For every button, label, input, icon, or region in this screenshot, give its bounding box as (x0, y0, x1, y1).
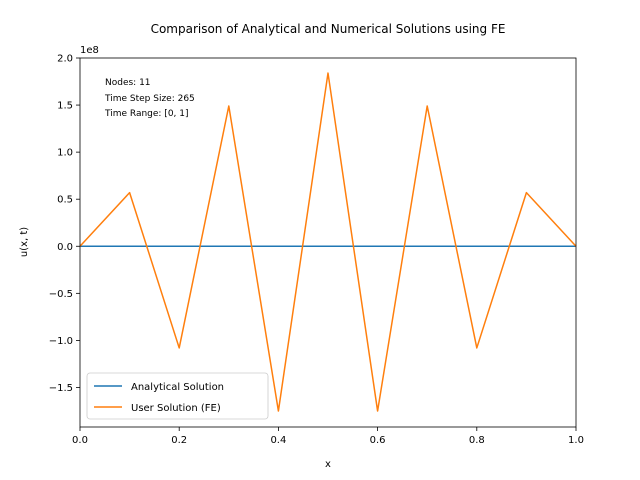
annotation-time-step: Time Step Size: 265 (104, 94, 195, 104)
x-tick-label: 0.6 (370, 435, 386, 446)
legend-label-user-fe: User Solution (FE) (131, 403, 221, 414)
y-tick-label: 0.5 (57, 195, 73, 206)
x-axis-label: x (325, 459, 331, 470)
x-axis-ticks: 0.0 0.2 0.4 0.6 0.8 1.0 (72, 427, 584, 446)
x-tick-label: 0.4 (270, 435, 286, 446)
y-tick-label: 0.0 (57, 242, 73, 253)
annotation-time-range: Time Range: [0, 1] (104, 109, 189, 119)
series-line-user-fe (79, 72, 577, 412)
legend-frame (86, 372, 269, 420)
x-tick-label: 0.8 (469, 435, 485, 446)
y-tick-label: −0.5 (49, 289, 73, 300)
annotation-nodes: Nodes: 11 (105, 78, 151, 88)
y-tick-label: −1.0 (49, 336, 73, 347)
y-tick-label: 1.5 (57, 101, 73, 112)
y-axis-label: u(x, t) (19, 227, 30, 257)
y-axis-ticks: −1.5 −1.0 −0.5 0.0 0.5 1.0 1.5 2.0 (49, 54, 80, 394)
plot-area (80, 58, 576, 427)
x-tick-label: 1.0 (568, 435, 584, 446)
y-axis-multiplier: 1e8 (80, 45, 99, 56)
x-tick-label: 0.0 (72, 435, 88, 446)
series-layer (79, 72, 577, 412)
x-tick-label: 0.2 (171, 435, 187, 446)
axes-frame (79, 57, 577, 428)
legend-label-analytical: Analytical Solution (131, 382, 224, 393)
chart-title: Comparison of Analytical and Numerical S… (151, 22, 506, 36)
legend: Analytical Solution User Solution (FE) (86, 372, 269, 420)
y-tick-label: 1.0 (57, 148, 73, 159)
y-tick-label: −1.5 (49, 383, 73, 394)
annotation-box: Nodes: 11 Time Step Size: 265 Time Range… (104, 78, 195, 119)
y-tick-label: 2.0 (57, 54, 73, 65)
